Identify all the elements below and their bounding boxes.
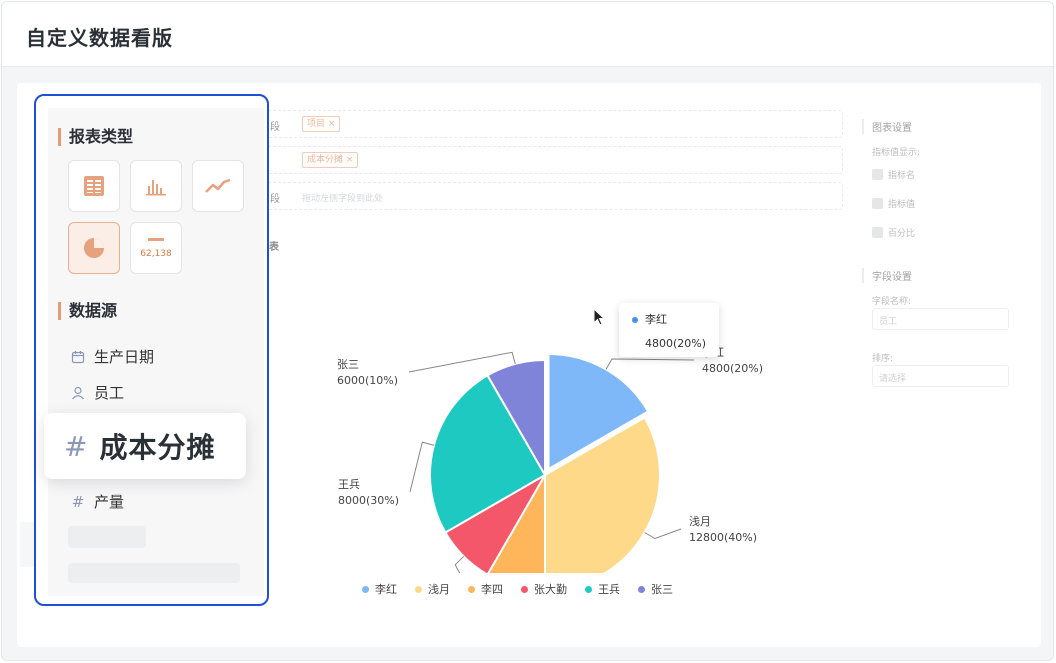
legend-label: 李红 — [375, 583, 397, 596]
chart-section-label: 表 — [269, 242, 279, 253]
slice-label-value: 8000(30%) — [338, 494, 399, 507]
line-chart-icon — [205, 178, 231, 193]
sort-select[interactable]: 请选择 — [872, 365, 1009, 387]
pie-slice[interactable] — [429, 374, 547, 534]
legend-label: 浅月 — [428, 583, 450, 596]
datasource-title: 数据源 — [58, 302, 117, 320]
report-type-title: 报表类型 — [58, 128, 133, 146]
chart-tooltip: 李红 4800(20%) — [619, 303, 719, 357]
leader-line — [454, 555, 465, 573]
leader-line — [605, 358, 695, 370]
field-label: 产量 — [94, 493, 125, 511]
checkbox-metric-value[interactable] — [872, 198, 883, 209]
pie-slice[interactable] — [544, 416, 661, 574]
hash-icon: # — [64, 429, 88, 463]
page-title: 自定义数据看版 — [26, 26, 173, 50]
field-name-label: 字段名称: — [872, 297, 912, 307]
metric-display-label: 指标值显示: — [872, 148, 921, 158]
table-icon — [84, 176, 104, 196]
loading-placeholder — [68, 563, 240, 583]
leader-line — [408, 351, 516, 373]
legend-marker — [638, 585, 645, 593]
dimension-drop-zone[interactable]: 段 项目 × — [265, 110, 843, 138]
metric-drop-zone[interactable]: 成本分摊 × — [265, 146, 843, 174]
chart-settings-title: 图表设置 — [862, 119, 912, 134]
sort-label: 排序: — [872, 354, 894, 364]
legend-item[interactable]: 王兵 — [585, 581, 620, 597]
bar-chart-type-button[interactable] — [130, 160, 182, 212]
row-label: 段 — [270, 122, 280, 133]
legend-marker — [585, 585, 592, 593]
slice-label-value: 4800(20%) — [702, 362, 763, 375]
leader-line — [409, 441, 435, 493]
tooltip-name: 李红 — [645, 313, 667, 326]
table-type-button[interactable] — [68, 160, 120, 212]
line-chart-type-button[interactable] — [192, 160, 244, 212]
slice-label-name: 浅月 — [689, 515, 711, 528]
pie-slice[interactable] — [486, 358, 546, 479]
legend-label: 张三 — [651, 583, 673, 596]
dragged-field-label: 成本分摊 — [99, 431, 216, 464]
tooltip-value: 4800(20%) — [645, 337, 707, 350]
mouse-cursor-icon — [593, 308, 606, 326]
pie-chart-type-button[interactable] — [68, 222, 120, 274]
legend-marker — [362, 585, 369, 593]
slice-label-value: 6000(10%) — [337, 374, 398, 387]
legend-item[interactable]: 李四 — [468, 581, 503, 597]
legend-marker — [521, 585, 528, 593]
hash-icon: # — [71, 492, 85, 511]
field-sidebar: 报表类型 — [34, 94, 269, 606]
field-item-output[interactable]: # 产量 — [70, 491, 124, 512]
kpi-sample-value: 62,138 — [140, 248, 172, 259]
kpi-icon — [148, 237, 164, 241]
pie-chart: 李红4800(20%)浅月12800(40%)李四7800(10%)张大勤300… — [337, 345, 763, 574]
checkbox-metric-name[interactable] — [872, 169, 883, 180]
field-item-employee[interactable]: 员工 — [70, 382, 124, 403]
legend-marker — [415, 585, 422, 593]
drop-placeholder: 拖动左侧字段到此处 — [302, 194, 384, 204]
slice-label-name: 张三 — [337, 358, 359, 371]
bar-chart-icon — [146, 180, 166, 196]
field-label: 生产日期 — [94, 348, 155, 366]
chart-legend: 李红 浅月 李四 张大勤 王兵 张三 — [362, 581, 673, 597]
legend-item[interactable]: 张三 — [638, 581, 673, 597]
header: 自定义数据看版 — [2, 2, 1053, 67]
option-label: 指标名 — [888, 171, 916, 181]
checkbox-percent[interactable] — [872, 227, 883, 238]
legend-item[interactable]: 浅月 — [415, 581, 450, 597]
option-label: 指标值 — [888, 200, 916, 210]
field-tag-project[interactable]: 项目 × — [302, 116, 341, 132]
field-name-input[interactable]: 员工 — [872, 308, 1009, 330]
leader-line — [644, 528, 682, 540]
legend-item[interactable]: 张大勤 — [521, 581, 567, 597]
tooltip-marker — [632, 317, 638, 323]
filter-drop-zone[interactable]: 段 拖动左侧字段到此处 — [265, 182, 843, 210]
settings-panel: 图表设置 指标值显示: 指标名 指标值 百分比 字段设置 字段名称: 员工 排序… — [862, 113, 1032, 403]
calendar-icon — [70, 349, 86, 365]
field-item-date[interactable]: 生产日期 — [70, 346, 154, 367]
slice-label-name: 王兵 — [338, 478, 360, 491]
person-icon — [70, 385, 86, 401]
legend-label: 张大勤 — [534, 583, 567, 596]
field-label: 员工 — [94, 384, 125, 402]
row-label: 段 — [270, 194, 280, 205]
field-settings-title: 字段设置 — [862, 268, 912, 283]
loading-placeholder — [68, 526, 146, 548]
sidebar-inner: 报表类型 — [48, 108, 264, 596]
option-label: 百分比 — [888, 229, 916, 239]
legend-item[interactable]: 李红 — [362, 581, 397, 597]
slice-label-value: 12800(40%) — [689, 531, 757, 544]
pie-slice[interactable] — [547, 352, 650, 471]
legend-marker — [468, 585, 475, 593]
legend-label: 王兵 — [598, 583, 620, 596]
dragged-field-cost[interactable]: # 成本分摊 — [44, 413, 246, 479]
pie-chart-icon — [84, 238, 104, 258]
legend-label: 李四 — [481, 583, 503, 596]
field-tag-cost[interactable]: 成本分摊 × — [302, 152, 359, 168]
kpi-type-button[interactable]: 62,138 — [130, 222, 182, 274]
